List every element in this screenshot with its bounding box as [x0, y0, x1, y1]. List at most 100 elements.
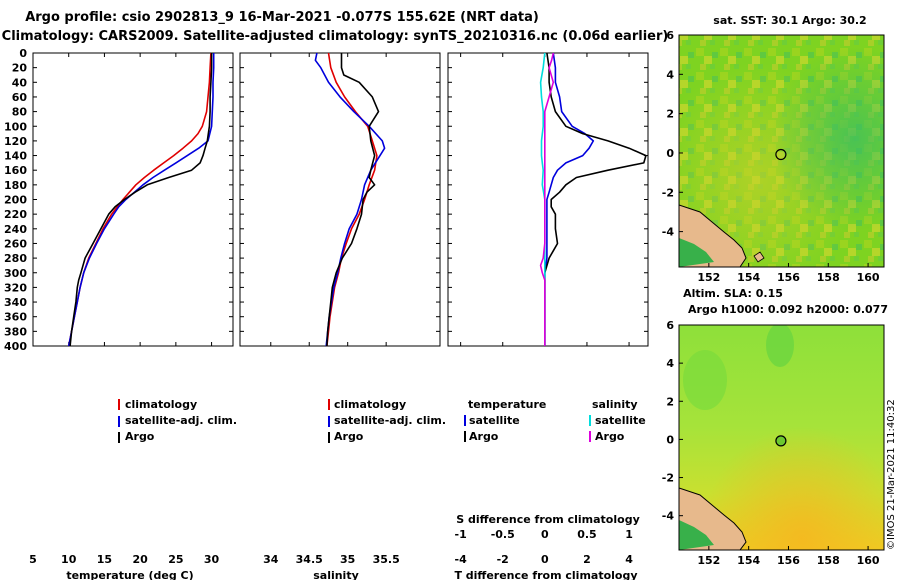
x-tick-label: 35.5	[373, 553, 400, 566]
x-tick-label: 0	[541, 553, 549, 566]
legend-salinity-title: salinity	[592, 398, 638, 411]
x-tick-label: 15	[97, 553, 112, 566]
depth-tick-label: 0	[19, 47, 27, 60]
legend-sal-argo: Argo	[595, 430, 625, 443]
depth-tick-label: 120	[4, 135, 27, 148]
map-lat-label: 0	[666, 147, 674, 160]
difference-legend: temperature satellite Argo salinity sate…	[464, 398, 646, 443]
map-lon-label: 154	[737, 554, 760, 567]
island-vegetation	[679, 520, 714, 550]
salinity-line-climatology	[326, 52, 378, 347]
sst-map: sat. SST: 30.1 Argo: 30.2 152 154 156 158 16…	[662, 14, 885, 284]
legend-satellite: satellite-adj. clim.	[125, 414, 237, 427]
map-lon-label: 152	[697, 271, 720, 284]
map-lat-label: 4	[666, 357, 674, 370]
depth-tick-label: 320	[4, 281, 27, 294]
x-tick-label: 10	[61, 553, 77, 566]
map-lon-label: 152	[697, 554, 720, 567]
sla-low-patch	[683, 350, 727, 410]
x-tick-label: 25	[168, 553, 183, 566]
argo-location-marker	[775, 148, 787, 161]
x-tick-label: 34.5	[296, 553, 323, 566]
map-lat-label: -4	[662, 510, 675, 523]
salinity-legend: climatology satellite-adj. clim. Argo	[328, 398, 446, 443]
depth-tick-label: 340	[4, 296, 27, 309]
legend-climatology: climatology	[125, 398, 197, 411]
s-diff-tick-label: -1	[455, 528, 467, 541]
map-lat-label: 2	[666, 395, 674, 408]
temperature-difference-label: T difference from climatology	[454, 569, 637, 580]
depth-tick-label: 160	[4, 164, 27, 177]
map-lon-label: 158	[817, 554, 840, 567]
depth-tick-label: 80	[12, 106, 28, 119]
depth-tick-label: 400	[4, 340, 27, 353]
sla-map-axes: 152 154 156 158 160 6 4 2 0 -2 -4	[662, 319, 880, 567]
legend-temperature-title: temperature	[468, 398, 546, 411]
x-tick-label: 5	[29, 553, 37, 566]
temperature-x-axis: 5 10 15 20 25 30	[29, 52, 233, 566]
map-lon-label: 156	[777, 271, 800, 284]
x-tick-label: -4	[455, 553, 468, 566]
s-diff-tick-label: 0	[541, 528, 549, 541]
salinity-difference-label: S difference from climatology	[456, 513, 640, 526]
map-lon-label: 160	[857, 271, 880, 284]
sst-map-title: sat. SST: 30.1 Argo: 30.2	[713, 14, 866, 27]
map-lat-label: 6	[666, 319, 674, 332]
figure-title: Argo profile: csio 2902813_9 16-Mar-2021…	[25, 10, 539, 25]
x-tick-label: 35	[340, 553, 355, 566]
map-lat-label: -4	[662, 226, 675, 239]
x-tick-label: 20	[132, 553, 148, 566]
map-lon-label: 160	[857, 554, 880, 567]
difference-x-axis: -4 -2 0 2 4 -1 -0.5 0 0.5 1	[448, 52, 648, 566]
salinity-panel: 34 34.5 35 35.5 climatology satellite-adj. …	[240, 52, 446, 580]
copyright-timestamp: ©IMOS 21-Mar-2021 11:40:32	[886, 399, 897, 550]
depth-tick-label: 360	[4, 311, 27, 324]
difference-panel: -4 -2 0 2 4 -1 -0.5 0 0.5 1 temperature satellite…	[448, 52, 648, 580]
map-lat-label: 4	[666, 68, 674, 81]
island-vegetation	[679, 238, 714, 267]
salinity-x-axis: 34 34.5 35 35.5	[240, 52, 440, 566]
difference-line-sal_argo_diff	[539, 52, 555, 346]
map-lat-label: 6	[666, 29, 674, 42]
depth-tick-label: 140	[4, 150, 27, 163]
depth-tick-label: 40	[12, 76, 28, 89]
temperature-line-satellite	[67, 53, 215, 347]
x-tick-label: 2	[583, 553, 591, 566]
map-lon-label: 158	[817, 271, 840, 284]
sst-map-axes: 152 154 156 158 160 6 4 2 0 -2 -4	[662, 29, 880, 284]
legend-satellite: satellite-adj. clim.	[334, 414, 446, 427]
depth-tick-label: 180	[4, 179, 27, 192]
legend-argo: Argo	[334, 430, 364, 443]
map-lat-label: 0	[666, 433, 674, 446]
difference-panel-frame	[447, 52, 649, 347]
map-lon-label: 156	[777, 554, 800, 567]
temperature-x-label: temperature (deg C)	[66, 569, 193, 580]
sla-map-frame	[678, 324, 885, 551]
depth-tick-label: 60	[12, 91, 28, 104]
legend-sal-satellite: satellite	[595, 414, 646, 427]
sla-map-subtitle: Argo h1000: 0.092 h2000: 0.077	[688, 303, 888, 316]
temperature-panel-frame	[32, 52, 234, 347]
difference-series	[539, 52, 647, 346]
sla-low-patch	[766, 325, 794, 367]
depth-tick-label: 20	[12, 62, 28, 75]
legend-climatology: climatology	[334, 398, 406, 411]
temperature-line-climatology	[67, 52, 212, 347]
x-tick-label: -2	[497, 553, 509, 566]
depth-tick-label: 280	[4, 252, 27, 265]
sst-map-frame	[678, 34, 885, 268]
depth-tick-label: 240	[4, 223, 27, 236]
s-diff-tick-label: -0.5	[491, 528, 515, 541]
depth-tick-label: 300	[4, 267, 27, 280]
argo-location-marker	[775, 435, 787, 447]
legend-temp-satellite: satellite	[469, 414, 520, 427]
map-lat-label: -2	[662, 472, 674, 485]
depth-tick-label: 100	[4, 120, 27, 133]
depth-tick-label: 200	[4, 194, 27, 207]
salinity-series	[314, 52, 386, 347]
temperature-series	[67, 52, 215, 347]
small-island	[753, 251, 765, 263]
salinity-line-argo	[326, 53, 380, 347]
x-tick-label: 34	[263, 553, 279, 566]
